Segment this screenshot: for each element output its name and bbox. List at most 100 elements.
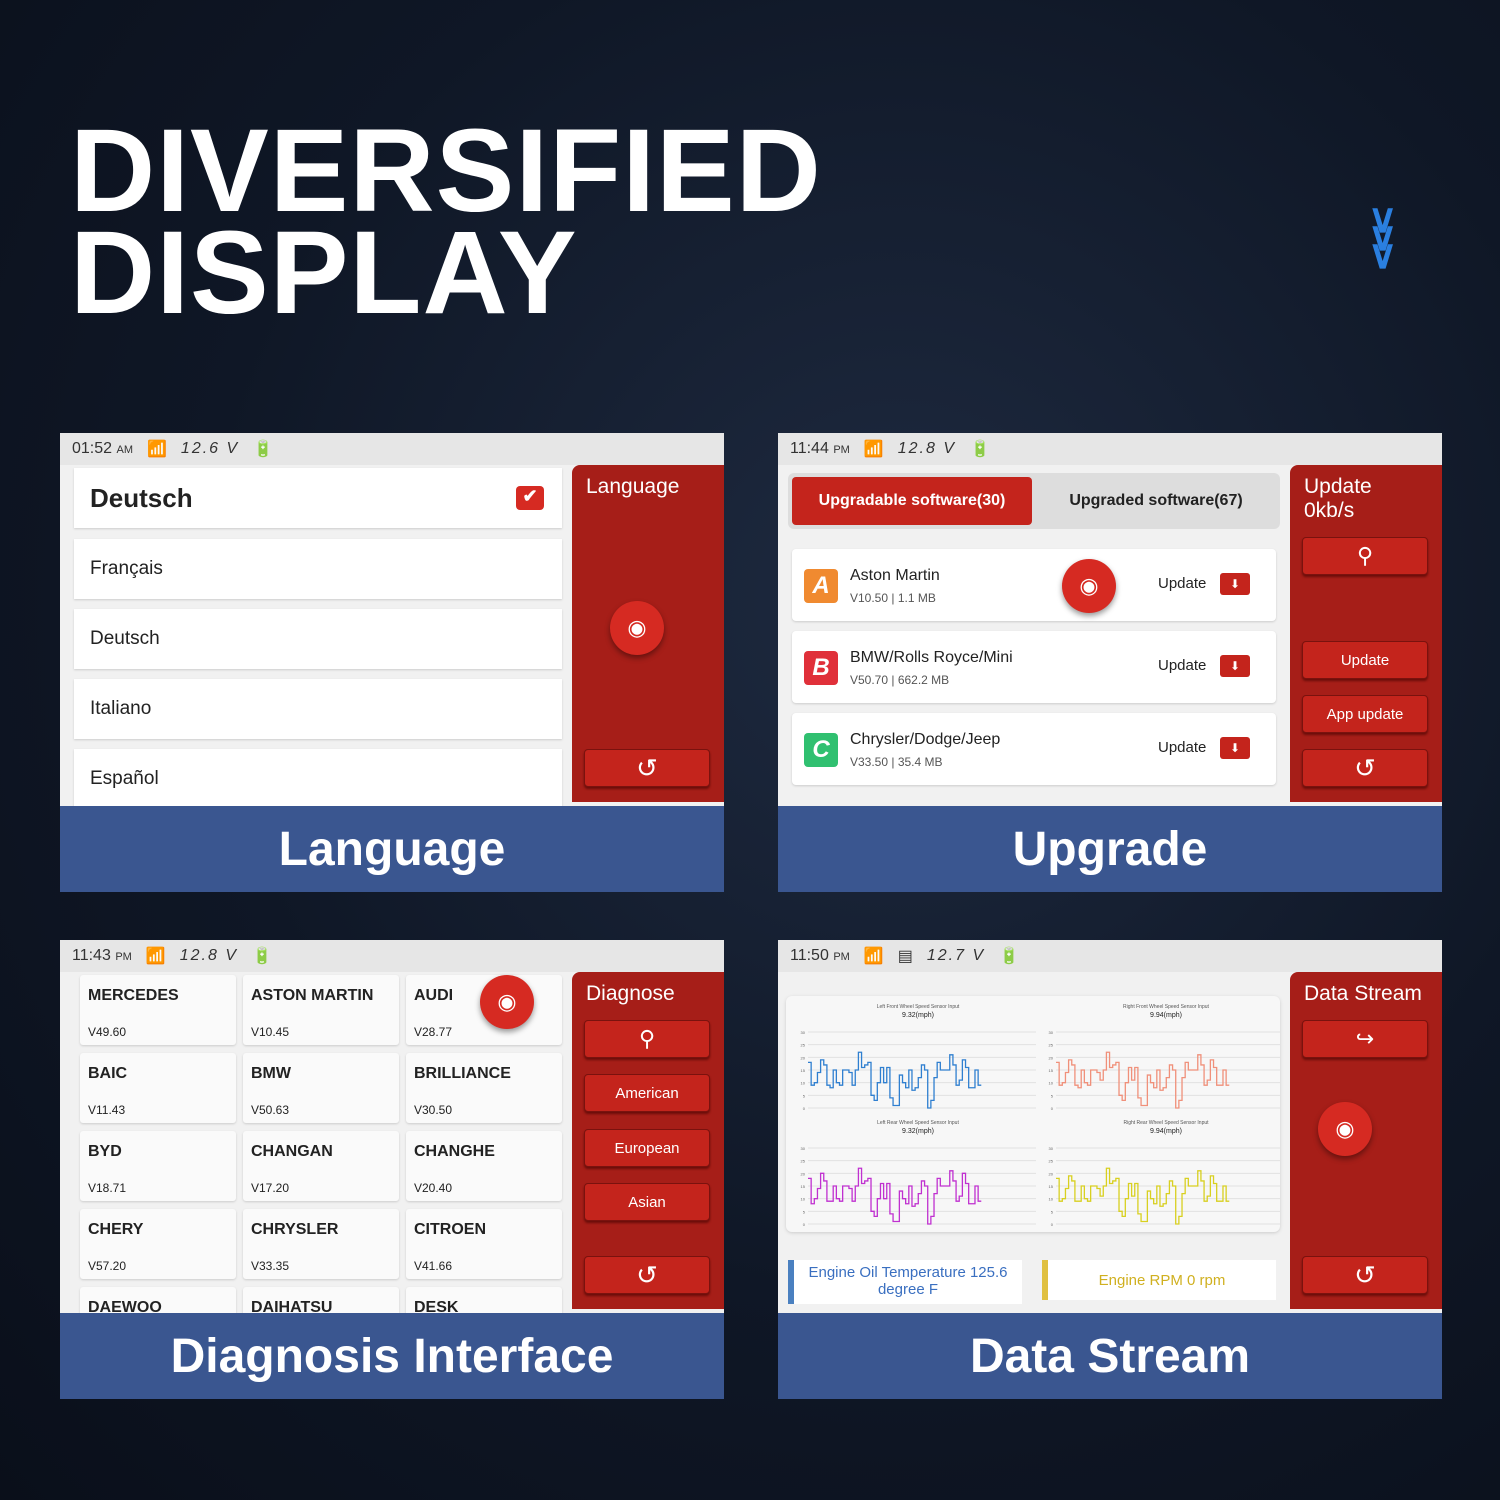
software-item[interactable]: C Chrysler/Dodge/Jeep V33.50 | 35.4 MB U…	[792, 713, 1276, 785]
headline-line2: DISPLAY	[70, 207, 578, 339]
brand-tile[interactable]: BRILLIANCE V30.50	[406, 1053, 562, 1123]
download-speed: 0kb/s	[1304, 499, 1355, 522]
language-selected[interactable]: Deutsch ✔	[74, 468, 562, 528]
update-link[interactable]: Update	[1158, 575, 1207, 592]
series-line	[1056, 1051, 1230, 1109]
brand-version: V17.20	[251, 1181, 290, 1195]
brand-tile[interactable]: DESK	[406, 1287, 562, 1313]
tab-upgradable[interactable]: Upgradable software(30)	[792, 477, 1032, 525]
brand-name: BMW	[251, 1065, 291, 1082]
search-icon: ⚲	[1356, 543, 1374, 568]
back-button[interactable]: ↺	[584, 749, 710, 787]
software-meta: V50.70 | 662.2 MB	[850, 673, 950, 687]
brand-name: CHANGHE	[414, 1143, 495, 1160]
chart-subtitle: 9.94(mph)	[1150, 1012, 1182, 1019]
back-button[interactable]: ↺	[1302, 749, 1428, 787]
brand-tile[interactable]: CITROEN V41.66	[406, 1209, 562, 1279]
brand-tile[interactable]: BAIC V11.43	[80, 1053, 236, 1123]
camera-icon[interactable]: ◉	[610, 601, 664, 655]
brand-version: V20.40	[414, 1181, 453, 1195]
brand-version: V18.71	[88, 1181, 127, 1195]
y-tick-label: 15	[801, 1068, 806, 1073]
caption: Diagnosis Interface	[60, 1313, 724, 1399]
search-button[interactable]: ⚲	[584, 1020, 710, 1058]
update-link[interactable]: Update	[1158, 657, 1207, 674]
brand-tile[interactable]: CHERY V57.20	[80, 1209, 236, 1279]
language-item[interactable]: Français	[74, 539, 562, 599]
status-bar: 01:52 AM 📶 12.6 V 🔋	[60, 433, 724, 465]
y-tick-label: 0	[1051, 1106, 1054, 1111]
brand-tile[interactable]: ASTON MARTIN V10.45	[243, 975, 399, 1045]
update-button[interactable]: Update	[1302, 641, 1428, 679]
brand-tile[interactable]: DAIHATSU	[243, 1287, 399, 1313]
filter-asian[interactable]: Asian	[584, 1183, 710, 1221]
back-button[interactable]: ↺	[1302, 1256, 1428, 1294]
brand-tile[interactable]: CHANGHE V20.40	[406, 1131, 562, 1201]
series-line	[808, 1167, 982, 1225]
wifi-icon: 📶	[863, 441, 884, 458]
series-line	[1056, 1167, 1230, 1225]
upgrade-panel: 11:44 PM 📶 12.8 V 🔋 Upgradable software(…	[778, 433, 1442, 892]
y-tick-label: 25	[801, 1043, 806, 1048]
language-panel: 01:52 AM 📶 12.6 V 🔋 Deutsch ✔ Français De…	[60, 433, 724, 892]
brand-tile[interactable]: MERCEDES V49.60	[80, 975, 236, 1045]
back-button[interactable]: ↺	[584, 1256, 710, 1294]
search-button[interactable]: ⚲	[1302, 537, 1428, 575]
software-item[interactable]: B BMW/Rolls Royce/Mini V50.70 | 662.2 MB…	[792, 631, 1276, 703]
camera-icon[interactable]: ◉	[480, 975, 534, 1029]
brand-version: V57.20	[88, 1259, 127, 1273]
brand-version: V11.43	[88, 1103, 126, 1117]
chart-subtitle: 9.32(mph)	[902, 1012, 934, 1019]
voltage: 12.8 V	[897, 440, 956, 457]
tab-bar: Upgradable software(30) Upgraded softwar…	[788, 473, 1280, 529]
brand-letter-icon: B	[804, 651, 838, 685]
download-icon[interactable]: ⬇	[1220, 655, 1250, 677]
y-tick-label: 0	[803, 1106, 806, 1111]
status-bar: 11:43 PM 📶 12.8 V 🔋	[60, 940, 724, 972]
language-item[interactable]: Español	[74, 749, 562, 806]
brand-tile[interactable]: BYD V18.71	[80, 1131, 236, 1201]
wifi-icon: 📶	[863, 948, 884, 965]
brand-tile[interactable]: CHANGAN V17.20	[243, 1131, 399, 1201]
chart-subtitle: 9.94(mph)	[1150, 1128, 1182, 1135]
exit-icon: ↪	[1355, 1026, 1375, 1051]
y-tick-label: 20	[801, 1171, 806, 1176]
y-tick-label: 10	[1049, 1081, 1054, 1086]
download-icon[interactable]: ⬇	[1220, 737, 1250, 759]
language-item[interactable]: Italiano	[74, 679, 562, 739]
language-item[interactable]: Deutsch	[74, 609, 562, 669]
chart-subtitle: 9.32(mph)	[902, 1128, 934, 1135]
brand-name: ASTON MARTIN	[251, 987, 374, 1004]
chart-title: Right Front Wheel Speed Sensor Input	[1123, 1004, 1209, 1010]
software-name: Aston Martin	[850, 567, 940, 584]
back-arrow-icon: ↺	[1354, 1259, 1376, 1290]
brand-tile[interactable]: DAEWOO	[80, 1287, 236, 1313]
brand-version: V41.66	[414, 1259, 453, 1273]
camera-icon[interactable]: ◉	[1318, 1102, 1372, 1156]
caption: Language	[60, 806, 724, 892]
app-update-button[interactable]: App update	[1302, 695, 1428, 733]
software-item[interactable]: A Aston Martin V10.50 | 1.1 MB ◉ Update …	[792, 549, 1276, 621]
brand-name: DESK	[414, 1299, 459, 1313]
charts-card: Left Front Wheel Speed Sensor Input 9.32(…	[786, 996, 1284, 1232]
clock: 11:50 PM	[790, 947, 850, 964]
tab-upgraded[interactable]: Upgraded software(67)	[1069, 492, 1243, 509]
brand-tile[interactable]: CHRYSLER V33.35	[243, 1209, 399, 1279]
download-icon[interactable]: ⬇	[1220, 573, 1250, 595]
checkbox-checked-icon: ✔	[516, 486, 544, 510]
battery-icon: 🔋	[999, 948, 1020, 965]
voltage: 12.7 V	[926, 947, 986, 964]
y-tick-label: 25	[801, 1159, 806, 1164]
camera-icon[interactable]: ◉	[1062, 559, 1116, 613]
exit-button[interactable]: ↪	[1302, 1020, 1428, 1058]
update-link[interactable]: Update	[1158, 739, 1207, 756]
filter-european[interactable]: European	[584, 1129, 710, 1167]
y-tick-label: 20	[1049, 1055, 1054, 1060]
side-panel: Data Stream ↪ ◉ ↺	[1290, 972, 1442, 1309]
filter-american[interactable]: American	[584, 1074, 710, 1112]
software-meta: V33.50 | 35.4 MB	[850, 755, 943, 769]
search-icon: ⚲	[638, 1026, 656, 1051]
vci-connector-icon: ▤	[897, 948, 913, 965]
y-tick-label: 5	[803, 1093, 806, 1098]
brand-tile[interactable]: BMW V50.63	[243, 1053, 399, 1123]
